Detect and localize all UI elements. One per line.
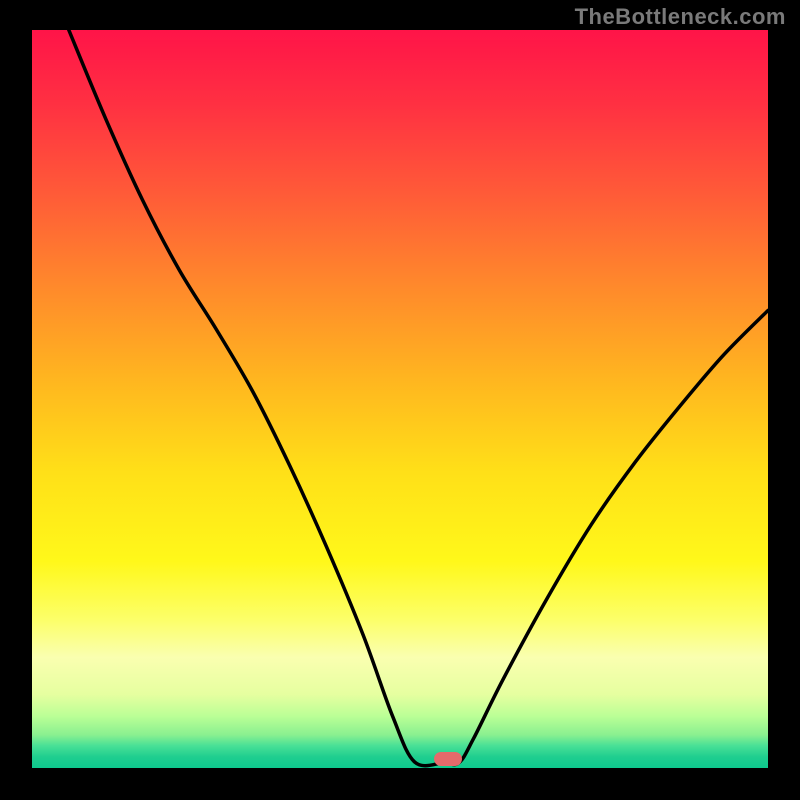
optimal-marker: [434, 752, 462, 766]
plot-area: [32, 30, 768, 768]
bottleneck-curve: [32, 30, 768, 768]
chart-stage: TheBottleneck.com: [0, 0, 800, 800]
watermark-text: TheBottleneck.com: [575, 4, 786, 30]
